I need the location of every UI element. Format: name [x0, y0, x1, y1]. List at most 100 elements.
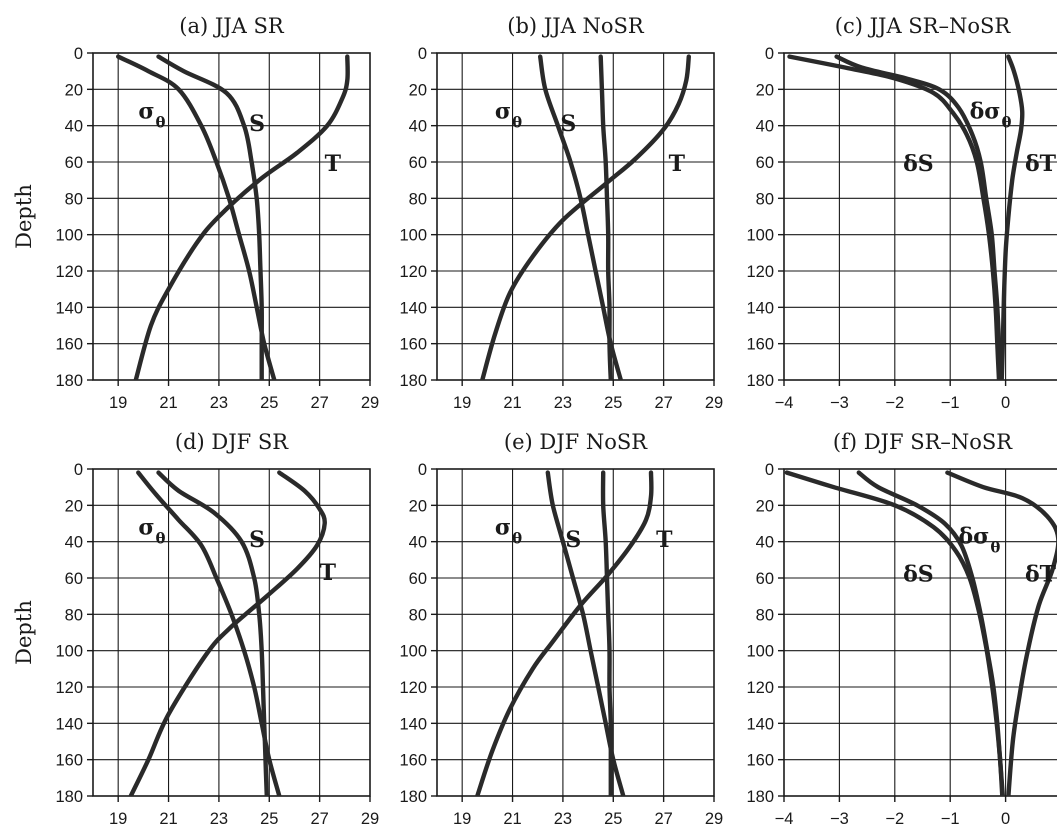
series-label: δT	[1025, 562, 1057, 588]
series-line	[787, 54, 1002, 380]
plot-frame	[783, 468, 1057, 797]
series-line	[116, 54, 277, 380]
y-tick-label: 20	[65, 497, 83, 515]
y-tick-label: 20	[756, 497, 774, 515]
y-tick-label: 140	[746, 299, 774, 317]
x-tick-label: 23	[210, 810, 228, 828]
y-tick-label: 100	[746, 643, 774, 661]
panel-title: (c) JJA SR–NoSR	[835, 14, 1012, 38]
y-tick-label: 20	[409, 81, 427, 99]
series-label: δT	[1025, 151, 1057, 177]
series-line	[784, 470, 1005, 796]
series-line	[480, 54, 691, 380]
series-label: T	[325, 151, 342, 177]
series-label: T	[656, 527, 673, 553]
x-tick-label: −4	[775, 394, 794, 412]
x-tick-label: 21	[159, 810, 177, 828]
series-line	[999, 54, 1025, 380]
y-tick-label: 120	[55, 263, 83, 281]
x-tick-label: 19	[109, 394, 127, 412]
y-tick-label: 80	[756, 606, 774, 624]
x-tick-label: 0	[1001, 394, 1010, 412]
y-tick-label: 0	[765, 45, 774, 63]
plot-frame	[436, 52, 715, 381]
x-tick-label: −4	[775, 810, 794, 828]
series-label: S	[249, 111, 265, 137]
y-tick-label: 80	[65, 190, 83, 208]
series-label: S	[565, 527, 581, 553]
y-tick-label: 0	[765, 461, 774, 479]
x-tick-label: 21	[159, 394, 177, 412]
series-line	[600, 470, 614, 796]
y-tick-label: 0	[418, 461, 427, 479]
y-tick-label: 140	[399, 715, 427, 733]
series-group	[787, 54, 1025, 380]
y-tick-label: 40	[409, 118, 427, 136]
panel-title: (f) DJF SR–NoSR	[833, 430, 1013, 454]
y-tick-label: 40	[65, 534, 83, 552]
x-tick-label: −1	[941, 810, 960, 828]
plot-frame	[92, 468, 371, 797]
y-tick-label: 100	[55, 227, 83, 245]
y-tick-label: 40	[756, 534, 774, 552]
x-tick-label: 23	[554, 810, 572, 828]
y-tick-label: 180	[55, 788, 83, 806]
y-tick-label: 80	[756, 190, 774, 208]
y-tick-label: 60	[65, 570, 83, 588]
panel-title: (b) JJA NoSR	[507, 14, 645, 38]
series-line	[475, 470, 654, 796]
y-tick-label: 140	[55, 299, 83, 317]
y-tick-label: 0	[74, 45, 83, 63]
y-tick-label: 100	[399, 643, 427, 661]
plot-frame	[783, 52, 1057, 381]
y-tick-label: 140	[399, 299, 427, 317]
series-group	[475, 470, 654, 796]
series-group	[480, 54, 691, 380]
y-tick-label: 160	[746, 752, 774, 770]
series-line	[156, 54, 264, 380]
series-label: σθ	[138, 98, 165, 131]
y-tick-label: 80	[409, 606, 427, 624]
series-group	[784, 470, 1057, 796]
series-label: S	[249, 527, 265, 553]
y-axis-label: Depth	[12, 600, 36, 665]
x-tick-label: −1	[941, 394, 960, 412]
x-tick-label: 0	[1001, 810, 1010, 828]
series-line	[945, 470, 1057, 796]
series-label: σθ	[495, 98, 522, 131]
x-tick-label: 25	[260, 394, 278, 412]
y-tick-label: 60	[409, 154, 427, 172]
y-tick-label: 80	[409, 190, 427, 208]
y-axis-label: Depth	[12, 184, 36, 249]
x-tick-label: 19	[109, 810, 127, 828]
x-tick-label: 29	[705, 810, 723, 828]
y-tick-label: 120	[399, 263, 427, 281]
x-tick-label: 19	[453, 394, 471, 412]
y-tick-label: 180	[746, 788, 774, 806]
x-tick-label: 25	[604, 394, 622, 412]
y-tick-label: 120	[746, 263, 774, 281]
panel-b: 0 20 40 60 80 100 120 140 160 180 19 21 23 25 27 29 (b) …	[399, 14, 723, 412]
panel-title: (a) JJA SR	[179, 14, 285, 38]
x-tick-label: −3	[830, 394, 849, 412]
y-tick-label: 20	[409, 497, 427, 515]
x-tick-label: 21	[503, 810, 521, 828]
y-tick-label: 120	[399, 679, 427, 697]
y-tick-label: 0	[74, 461, 83, 479]
panel-title: (d) DJF SR	[175, 430, 289, 454]
x-tick-label: 27	[310, 810, 328, 828]
panel-title: (e) DJF NoSR	[504, 430, 648, 454]
y-tick-label: 40	[65, 118, 83, 136]
y-tick-label: 140	[746, 715, 774, 733]
panel-e: 0 20 40 60 80 100 120 140 160 180 19 21 23 25 27 29 (e) …	[399, 430, 723, 828]
x-tick-label: 21	[503, 394, 521, 412]
y-tick-label: 100	[399, 227, 427, 245]
series-line	[856, 470, 1005, 796]
y-tick-label: 180	[399, 788, 427, 806]
y-tick-label: 160	[55, 336, 83, 354]
y-tick-label: 140	[55, 715, 83, 733]
y-tick-label: 20	[65, 81, 83, 99]
